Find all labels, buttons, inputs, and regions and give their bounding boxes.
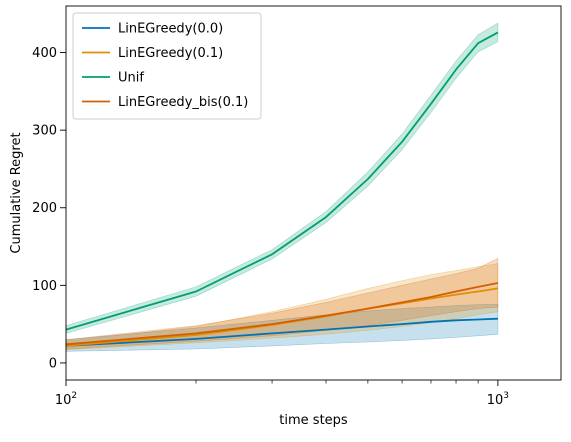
series-lines xyxy=(65,31,499,347)
legend: LinEGreedy(0.0) LinEGreedy(0.1) Unif LinEGr… xyxy=(72,12,262,120)
legend-box xyxy=(72,12,262,120)
band-series-3 xyxy=(65,22,499,334)
line-series-1 xyxy=(65,317,498,347)
line-series-3 xyxy=(65,31,499,331)
y-axis: 0 100 200 300 400 xyxy=(32,46,66,371)
legend-label-3: Unif xyxy=(118,71,144,86)
plot-frame xyxy=(65,5,562,381)
y-tick-label-3: 200 xyxy=(32,201,57,216)
x-tick-label-1: 102 xyxy=(55,391,77,408)
y-axis-label: Cumulative Regret xyxy=(9,132,24,253)
band-series-2 xyxy=(65,263,499,351)
y-tick-label-1: 0 xyxy=(49,356,57,371)
legend-label-2: LinEGreedy(0.1) xyxy=(118,46,223,61)
legend-label-1: LinEGreedy(0.0) xyxy=(118,22,223,37)
x-axis-label: time steps xyxy=(279,413,348,428)
y-tick-label-5: 400 xyxy=(32,46,57,61)
x-axis: 102 103 xyxy=(55,380,509,408)
y-tick-label-2: 100 xyxy=(32,279,57,294)
x-tick-label-2: 103 xyxy=(487,391,509,408)
line-series-4 xyxy=(65,282,499,346)
legend-label-4: LinEGreedy_bis(0.1) xyxy=(118,95,248,110)
y-tick-label-4: 300 xyxy=(32,124,57,139)
